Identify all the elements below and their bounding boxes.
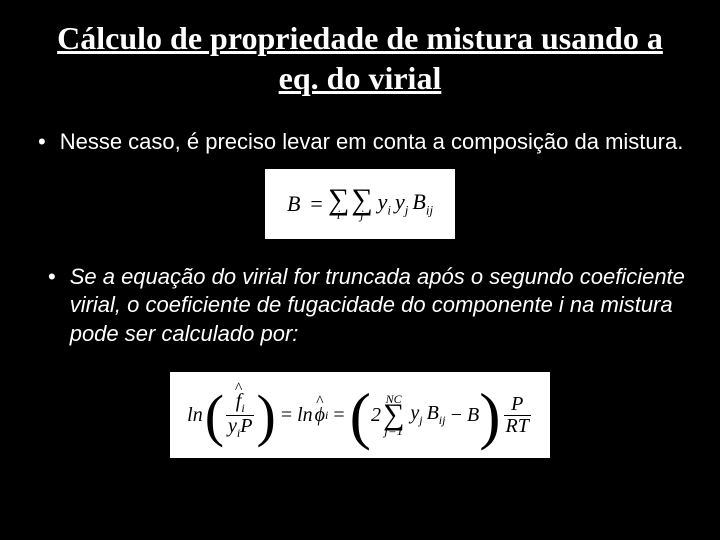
- slide-title: Cálculo de propriedade de mistura usando…: [32, 18, 688, 114]
- bullet-1: • Nesse caso, é preciso levar em conta a…: [32, 128, 688, 157]
- big-paren-left-icon: (: [350, 390, 371, 441]
- big-paren-right-icon: ): [479, 390, 500, 441]
- eq2-f: f: [236, 390, 242, 412]
- eq2-phi: ϕ: [315, 404, 325, 426]
- eq2-minus: −: [449, 404, 463, 427]
- eq2-ln2: ln: [297, 404, 313, 427]
- eq1-yi-sub: i: [387, 202, 391, 217]
- eq1-yj: yj: [395, 189, 408, 218]
- eq2-sum: NC ∑ j=1: [383, 394, 404, 436]
- bullet-dot: •: [38, 128, 46, 156]
- eq2-Bij-base: B: [427, 402, 439, 424]
- eq2-equals1: =: [281, 404, 292, 427]
- eq1-yj-base: y: [395, 189, 405, 214]
- eq2-frac1: fi yiP: [226, 391, 254, 439]
- eq2-equals2: =: [333, 404, 344, 427]
- bullet-2: • Se a equação do virial for truncada ap…: [32, 263, 688, 349]
- eq2-P1: P: [240, 415, 252, 437]
- eq2-phi-sub: i: [325, 408, 328, 423]
- eq2-f-sub: i: [241, 401, 244, 415]
- slide: Cálculo de propriedade de mistura usando…: [0, 0, 720, 540]
- eq2-frac1-den: yiP: [226, 415, 254, 440]
- eq2-ln1: ln: [187, 404, 203, 427]
- eq1-equals: =: [310, 191, 322, 217]
- equation-2: ln ( fi yiP ) = ln ϕi = ( 2 NC ∑ j=1: [170, 372, 550, 458]
- eq2-B: B: [467, 404, 479, 427]
- eq1-yi-base: y: [378, 189, 388, 214]
- bullet-1-text: Nesse caso, é preciso levar em conta a c…: [60, 128, 684, 157]
- eq2-Bij: Bij: [427, 402, 446, 428]
- eq2-fhat: f: [236, 391, 242, 412]
- eq2-frac2: P RT: [504, 394, 531, 437]
- eq1-sum-j-sub: j: [360, 209, 364, 221]
- eq2-T: T: [518, 415, 529, 437]
- eq2-yj-base: y: [410, 402, 419, 424]
- equation-1-container: B = ∑ i ∑ j yi yj Bij: [32, 169, 688, 239]
- paren-left-icon: (: [205, 391, 224, 440]
- eq2-R: R: [506, 415, 518, 437]
- paren-right-icon: ): [256, 391, 275, 440]
- eq2-yj-sub: j: [419, 413, 422, 427]
- eq1-sum-i: ∑ i: [328, 187, 349, 221]
- eq1-B: B: [287, 191, 300, 217]
- eq1-Bij-sub: ij: [426, 202, 433, 217]
- bullet-dot: •: [48, 263, 56, 291]
- eq1-Bij: Bij: [412, 189, 433, 218]
- eq2-yi: y: [228, 415, 237, 437]
- eq1-yi: yi: [378, 189, 391, 218]
- eq2-phihat: ϕ: [315, 404, 325, 427]
- eq1-sum-i-sub: i: [337, 209, 341, 221]
- eq2-frac2-den: RT: [504, 415, 531, 437]
- eq1-yj-sub: j: [405, 202, 409, 217]
- eq2-two: 2: [371, 404, 381, 427]
- eq2-frac2-num: P: [511, 394, 523, 415]
- eq2-sum-bot: j=1: [384, 425, 403, 437]
- bullet-2-text: Se a equação do virial for truncada após…: [70, 263, 688, 349]
- eq2-Bij-sub: ij: [439, 413, 446, 427]
- equation-1: B = ∑ i ∑ j yi yj Bij: [265, 169, 455, 239]
- equation-2-container: ln ( fi yiP ) = ln ϕi = ( 2 NC ∑ j=1: [32, 372, 688, 458]
- eq2-frac1-num: fi: [236, 391, 245, 415]
- eq2-yj: yj: [410, 402, 422, 428]
- eq1-Bij-base: B: [412, 189, 425, 214]
- eq1-sum-j: ∑ j: [351, 187, 372, 221]
